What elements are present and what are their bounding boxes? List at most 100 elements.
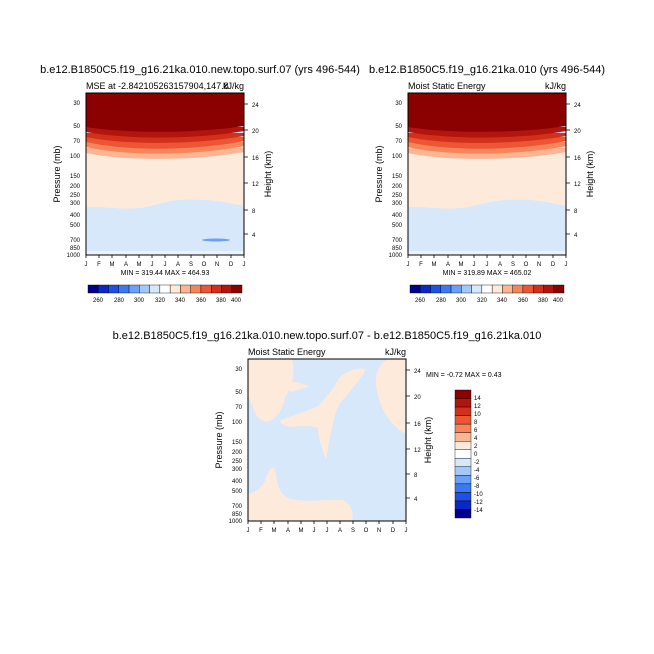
colorbar-swatch xyxy=(454,432,472,442)
panel-1-cbar-label-320: 320 xyxy=(155,298,166,304)
panel-3-ytick-850: 850 xyxy=(232,512,243,518)
colorbar-swatch xyxy=(454,415,472,425)
panel-2-ylabel: Pressure (mb) xyxy=(374,145,384,202)
colorbar-swatch xyxy=(98,284,109,294)
panel-3-xtick-4: M xyxy=(299,528,304,534)
panel-1-left-label: MSE at -2.8421052631579​04,147.8 xyxy=(86,81,229,91)
panel-3-positive-region-upper-left xyxy=(248,359,294,422)
colorbar-swatch xyxy=(440,284,452,294)
panel-2-ytick-70: 70 xyxy=(395,139,402,145)
colorbar-swatch xyxy=(454,406,472,416)
panel-3-xtick-11: D xyxy=(391,528,396,534)
panel-2-y2tick-24: 24 xyxy=(574,103,581,109)
panel-1-xtick-3: A xyxy=(124,262,128,268)
panel-2-left-label: Moist Static Energy xyxy=(408,81,486,91)
panel-3-cbar-label-10: 10 xyxy=(474,412,481,418)
panel-3-positive-region-lower-left xyxy=(248,467,353,521)
panel-2-xtick-11: D xyxy=(551,262,556,268)
colorbar-swatch xyxy=(481,284,493,294)
panel-2-cbar-label-280: 280 xyxy=(436,298,447,304)
panel-2-xtick-8: S xyxy=(511,262,515,268)
panel-3-y2tick-24: 24 xyxy=(414,369,421,375)
panel-3-cbar-label-m12: -12 xyxy=(474,500,483,506)
colorbar-swatch xyxy=(454,449,472,459)
panel-2-y2tick-8: 8 xyxy=(574,209,578,215)
panel-2-cbar-label-360: 360 xyxy=(518,298,529,304)
panel-1-y2tick-16: 16 xyxy=(252,156,259,162)
panel-1-xtick-1: F xyxy=(97,262,101,268)
panel-3-cbar-label-m8: -8 xyxy=(474,484,480,490)
panel-3-y2tick-20: 20 xyxy=(414,395,421,401)
panel-3-xtick-3: A xyxy=(286,528,290,534)
panel-3-minmax: MIN = -0.72 MAX = 0.43 xyxy=(426,372,502,379)
panel-1-xtick-5: J xyxy=(151,262,154,268)
panel-3-ytick-200: 200 xyxy=(232,450,243,456)
colorbar-swatch xyxy=(454,423,472,433)
colorbar-swatch xyxy=(409,284,421,294)
panel-3-plot-area xyxy=(248,359,406,521)
panel-2-cbar-label-320: 320 xyxy=(477,298,488,304)
panel-3-cbar-label-0: 0 xyxy=(474,452,478,458)
colorbar-swatch xyxy=(128,284,140,294)
colorbar-swatch xyxy=(454,509,472,519)
panel-1-cbar-label-340: 340 xyxy=(175,298,186,304)
panel-1-band-340 xyxy=(86,148,244,209)
panel-2-xtick-12: J xyxy=(565,262,568,268)
panel-2-cbar-label-380: 380 xyxy=(538,298,549,304)
panel-2-cbar-label-340: 340 xyxy=(497,298,508,304)
panel-1-ytick-500: 500 xyxy=(70,223,81,229)
panel-3-xtick-6: J xyxy=(326,528,329,534)
panel-1-xtick-0: J xyxy=(85,262,88,268)
panel-3-xtick-5: J xyxy=(313,528,316,534)
panel-1-minmax: MIN = 319.44 MAX = 464.93 xyxy=(121,270,210,277)
panel-1-cbar-label-260: 260 xyxy=(93,298,104,304)
panel-1-y2tick-24: 24 xyxy=(252,103,259,109)
panel-3-ytick-100: 100 xyxy=(232,420,243,426)
panel-3-cbar-label-2: 2 xyxy=(474,444,478,450)
panel-1-xtick-11: D xyxy=(229,262,234,268)
panel-1-ytick-50: 50 xyxy=(73,124,80,130)
panel-2-xtick-10: N xyxy=(537,262,541,268)
panel-1-ytick-250: 250 xyxy=(70,193,81,199)
colorbar-swatch xyxy=(149,284,161,294)
panel-3-ytick-300: 300 xyxy=(232,467,243,473)
panel-3-cbar-label-8: 8 xyxy=(474,420,478,426)
panel-3-xtick-1: F xyxy=(259,528,263,534)
panel-2-ytick-100: 100 xyxy=(392,154,403,160)
panel-1-low-anomaly xyxy=(202,238,230,242)
colorbar-swatch xyxy=(231,284,243,294)
panel-1-xtick-4: M xyxy=(137,262,142,268)
panel-3-x-ticks: J F M A M J J A S O N D J xyxy=(247,528,408,534)
panel-3-right-label: kJ/kg xyxy=(385,347,406,357)
panel-2-xtick-3: A xyxy=(446,262,450,268)
panel-2-cbar-label-400: 400 xyxy=(553,298,564,304)
colorbar-swatch xyxy=(454,483,472,493)
colorbar-swatch xyxy=(454,466,472,476)
panel-2-ytick-150: 150 xyxy=(392,174,403,180)
panel-3-positive-region-inner-upper xyxy=(286,381,309,392)
colorbar-swatch xyxy=(169,284,181,294)
panel-3-ytick-1000: 1000 xyxy=(229,519,243,525)
panel-2-band-400 xyxy=(408,93,566,132)
panel-2-xtick-5: J xyxy=(473,262,476,268)
colorbar-swatch xyxy=(512,284,524,294)
panel-3-xtick-9: O xyxy=(364,528,369,534)
panel-2-y2tick-16: 16 xyxy=(574,156,581,162)
colorbar-swatch xyxy=(210,284,222,294)
panel-1-ytick-1000: 1000 xyxy=(67,253,81,259)
panel-3-cbar-label-m14: -14 xyxy=(474,508,483,514)
panel-2-y2tick-4: 4 xyxy=(574,233,578,239)
colorbar-swatch xyxy=(450,284,462,294)
panel-2-ytick-1000: 1000 xyxy=(389,253,403,259)
colorbar-swatch xyxy=(221,284,232,294)
panel-2-y2label: Height (km) xyxy=(585,151,595,198)
panel-3-y2tick-4: 4 xyxy=(414,497,418,503)
panel-3-xtick-10: N xyxy=(377,528,381,534)
panel-3-y2tick-8: 8 xyxy=(414,473,418,479)
panel-2-ytick-200: 200 xyxy=(392,184,403,190)
panel-1-y2tick-20: 20 xyxy=(252,129,259,135)
panel-2-y2tick-20: 20 xyxy=(574,129,581,135)
panel-3-cbar-label-6: 6 xyxy=(474,428,478,434)
colorbar-swatch xyxy=(87,284,99,294)
panel-3-cbar-label-14: 14 xyxy=(474,396,481,402)
